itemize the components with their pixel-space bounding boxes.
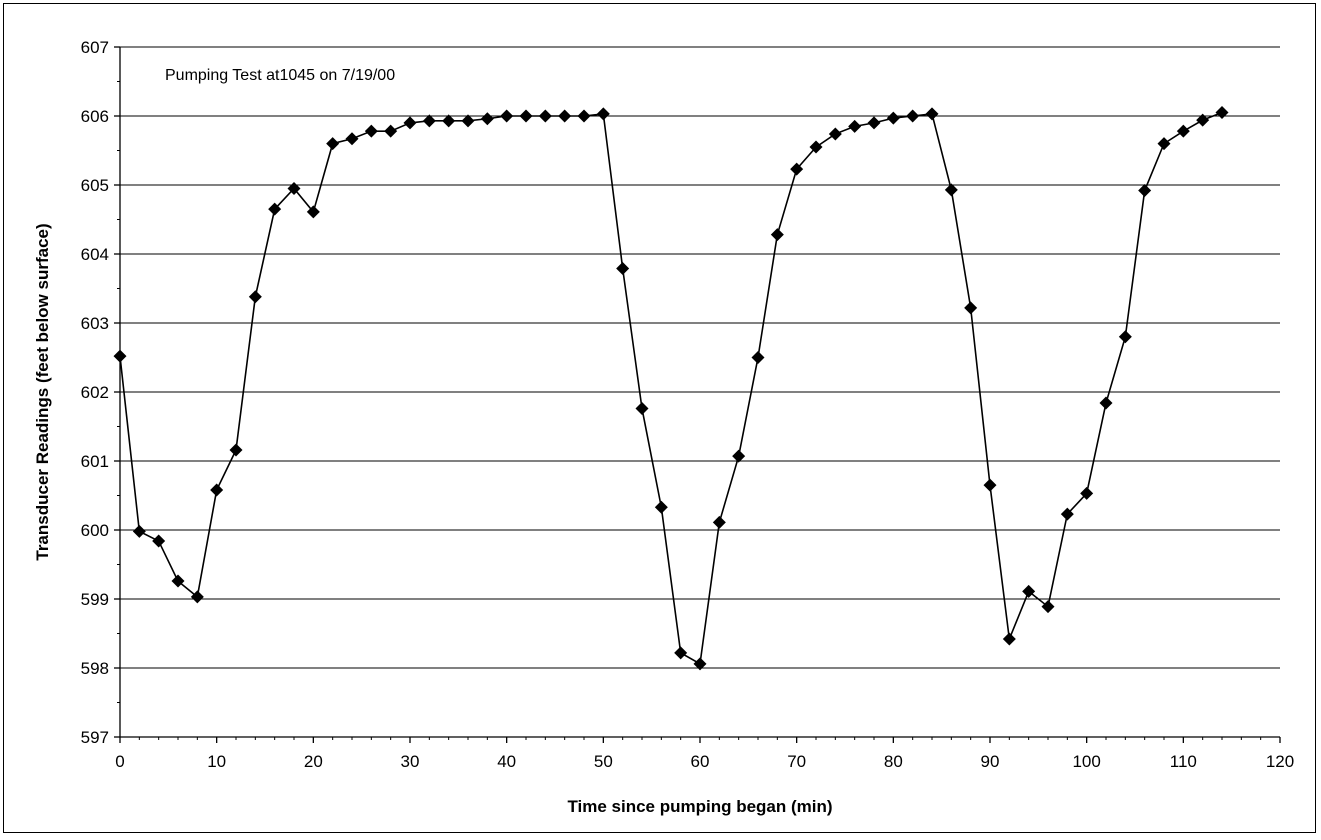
data-point	[616, 261, 630, 275]
y-tick-label: 606	[81, 107, 109, 126]
data-point	[944, 183, 958, 197]
data-series	[113, 106, 1229, 671]
data-point	[171, 574, 185, 588]
y-tick-label: 598	[81, 659, 109, 678]
series-line	[119, 111, 1223, 666]
y-tick-label: 600	[81, 521, 109, 540]
data-point	[480, 112, 494, 126]
data-point	[1196, 113, 1210, 127]
data-point	[326, 137, 340, 151]
data-point	[925, 107, 939, 121]
x-tick-label: 80	[884, 752, 903, 771]
x-tick-label: 30	[401, 752, 420, 771]
chart-annotation: Pumping Test at1045 on 7/19/00	[165, 67, 395, 84]
data-point	[906, 109, 920, 123]
data-point	[1176, 124, 1190, 138]
y-axis-title: Transducer Readings (feet below surface)	[33, 223, 52, 560]
data-point	[674, 646, 688, 660]
data-point	[384, 124, 398, 138]
data-point	[364, 124, 378, 138]
y-tick-label: 604	[81, 245, 109, 264]
data-point	[1022, 584, 1036, 598]
data-point	[1060, 507, 1074, 521]
data-point	[403, 116, 417, 130]
data-point	[770, 228, 784, 242]
data-point	[712, 515, 726, 529]
ticks	[114, 46, 1281, 743]
data-point	[654, 500, 668, 514]
data-point	[152, 534, 166, 548]
data-point	[635, 402, 649, 416]
data-point	[848, 119, 862, 133]
data-point	[596, 107, 610, 121]
data-point	[422, 114, 436, 128]
data-point	[268, 202, 282, 216]
data-point	[964, 301, 978, 315]
x-axis-title: Time since pumping began (min)	[567, 797, 832, 816]
x-tick-label: 20	[304, 752, 323, 771]
data-point	[1157, 137, 1171, 151]
data-point	[1080, 486, 1094, 500]
y-tick-label: 601	[81, 452, 109, 471]
data-point	[809, 140, 823, 154]
data-point	[732, 449, 746, 463]
y-tick-label: 602	[81, 383, 109, 402]
data-point	[538, 109, 552, 123]
data-point	[867, 116, 881, 130]
data-point	[1215, 106, 1229, 120]
x-tick-label: 110	[1170, 752, 1197, 771]
data-point	[306, 205, 320, 219]
data-point	[210, 483, 224, 497]
data-point	[287, 181, 301, 195]
data-point	[229, 443, 243, 457]
y-tick-label: 597	[81, 728, 109, 747]
y-tick-label: 599	[81, 590, 109, 609]
data-point	[461, 114, 475, 128]
data-point	[1138, 184, 1152, 198]
x-tick-label: 60	[691, 752, 710, 771]
x-tick-label: 90	[981, 752, 1000, 771]
x-tick-label: 100	[1072, 752, 1100, 771]
x-tick-label: 40	[497, 752, 516, 771]
data-point	[828, 127, 842, 141]
x-tick-label: 70	[787, 752, 806, 771]
data-point	[345, 132, 359, 146]
data-point	[983, 478, 997, 492]
data-point	[113, 349, 127, 363]
x-tick-label: 120	[1266, 752, 1294, 771]
data-point	[1041, 600, 1055, 614]
data-point	[751, 351, 765, 364]
data-point	[1002, 632, 1016, 646]
data-point	[442, 114, 456, 128]
x-tick-label: 50	[594, 752, 613, 771]
data-point	[1118, 330, 1132, 344]
data-point	[577, 109, 591, 123]
data-point	[132, 524, 146, 538]
y-tick-label: 603	[81, 314, 109, 333]
data-point	[693, 657, 707, 671]
gridlines	[120, 46, 1280, 669]
data-point	[1099, 396, 1113, 410]
x-tick-label: 10	[207, 752, 226, 771]
data-point	[500, 109, 514, 123]
data-point	[790, 162, 804, 176]
data-point	[190, 590, 204, 604]
data-point	[886, 111, 900, 125]
y-tick-label: 607	[81, 38, 109, 57]
data-point	[558, 109, 572, 123]
chart-frame	[3, 3, 1316, 833]
data-point	[248, 290, 262, 304]
data-point	[519, 109, 533, 123]
y-tick-label: 605	[81, 176, 109, 195]
x-tick-label: 0	[115, 752, 124, 771]
